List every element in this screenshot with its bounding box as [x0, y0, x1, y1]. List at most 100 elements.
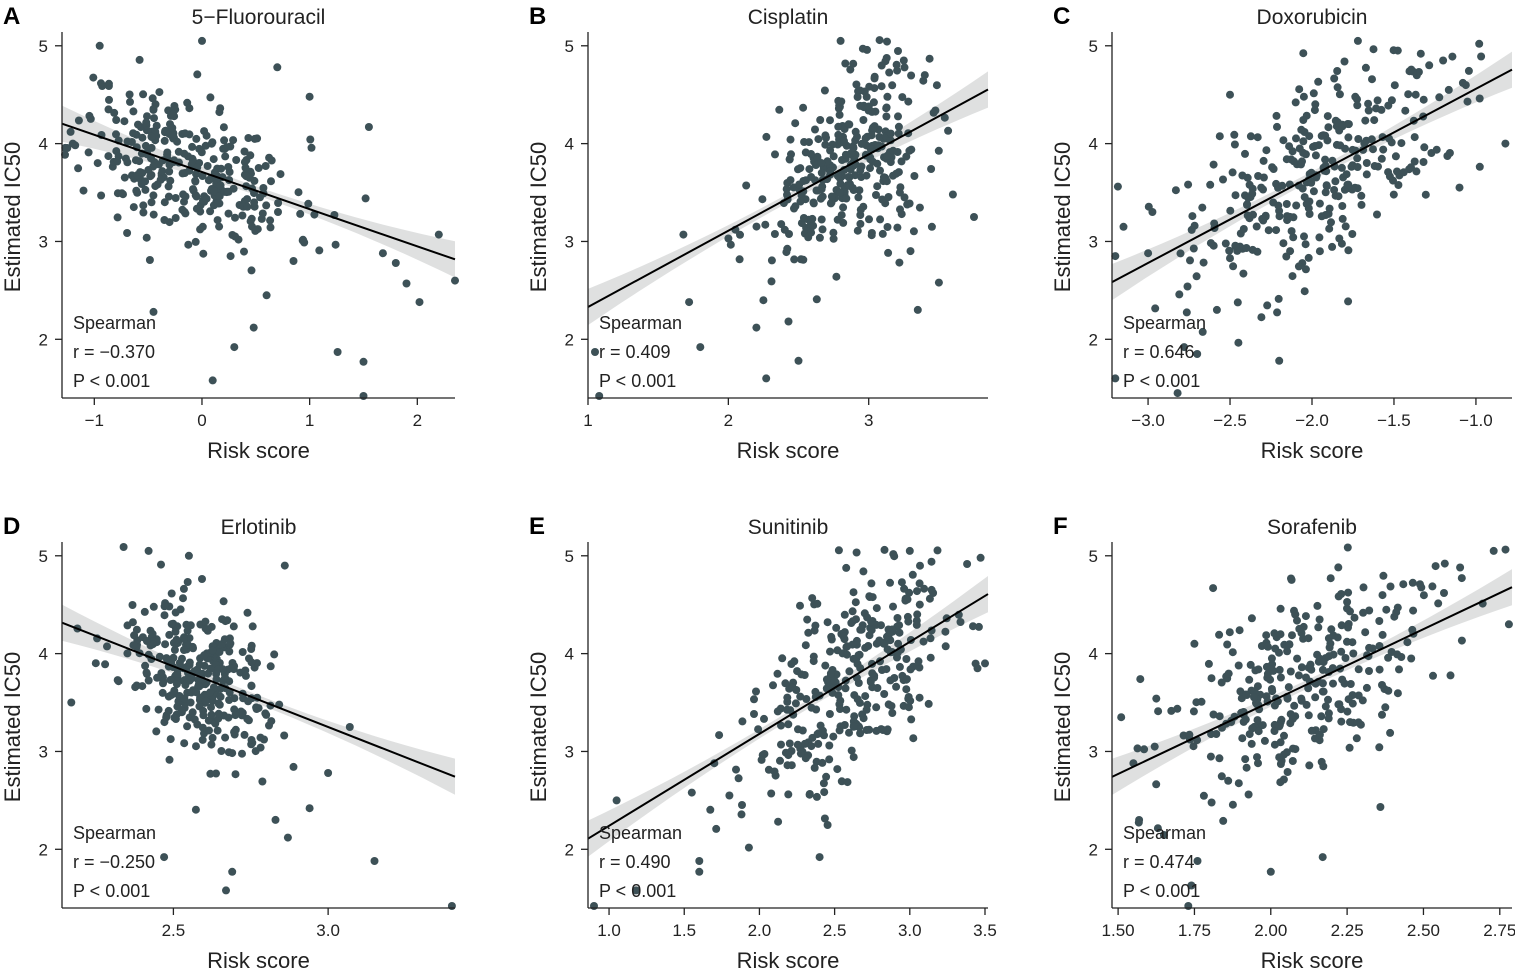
- data-point: [1378, 710, 1386, 719]
- data-point: [1419, 158, 1428, 166]
- data-point: [1282, 252, 1291, 261]
- data-point: [1309, 187, 1318, 196]
- data-point: [1231, 241, 1240, 250]
- data-point: [849, 59, 858, 68]
- data-point: [1440, 589, 1448, 597]
- data-point: [853, 132, 861, 141]
- data-point: [129, 107, 138, 116]
- data-point: [1501, 139, 1510, 148]
- data-point: [1435, 93, 1444, 102]
- x-tick-label: −2.0: [1295, 411, 1329, 430]
- data-point: [1411, 90, 1420, 99]
- data-point: [378, 249, 387, 258]
- data-point: [1325, 652, 1334, 661]
- x-tick-label: 2.75: [1483, 921, 1515, 940]
- data-point: [864, 642, 873, 650]
- data-point: [909, 734, 918, 743]
- data-point: [200, 651, 209, 660]
- data-point: [894, 112, 902, 121]
- data-point: [216, 104, 225, 113]
- data-point: [903, 200, 912, 209]
- data-point: [1283, 647, 1292, 656]
- data-point: [305, 804, 314, 813]
- data-point: [889, 550, 898, 559]
- data-point: [142, 637, 151, 645]
- data-point: [1379, 145, 1388, 154]
- data-point: [785, 155, 794, 164]
- data-point: [759, 296, 768, 305]
- data-point: [1340, 57, 1349, 66]
- data-point: [1315, 730, 1324, 739]
- data-point: [216, 181, 225, 190]
- data-point: [1264, 226, 1273, 235]
- data-point: [902, 655, 911, 663]
- data-point: [884, 248, 893, 257]
- data-point: [1258, 214, 1267, 223]
- data-point: [927, 585, 936, 594]
- data-point: [174, 147, 183, 156]
- data-point: [149, 602, 158, 611]
- panel-a: A 5−Fluorouracil −1 0 1 2 2 3 4 5 Risk score Estima…: [0, 3, 459, 463]
- data-point: [220, 635, 229, 644]
- stat-method: Spearman: [1123, 313, 1206, 333]
- data-point: [1150, 742, 1159, 751]
- data-point: [799, 214, 808, 222]
- data-point: [886, 628, 894, 637]
- data-point: [1171, 186, 1180, 195]
- data-point: [856, 166, 865, 175]
- data-point: [791, 119, 800, 128]
- data-point: [886, 578, 894, 587]
- data-point: [915, 693, 924, 702]
- data-point: [769, 681, 777, 690]
- data-point: [201, 624, 210, 633]
- data-point: [123, 621, 132, 630]
- data-point: [855, 650, 864, 659]
- data-point: [1330, 74, 1339, 83]
- data-point: [180, 694, 189, 703]
- data-point: [141, 661, 150, 670]
- data-point: [1276, 778, 1285, 787]
- data-point: [1199, 791, 1208, 800]
- data-point: [201, 617, 210, 626]
- data-point: [1230, 130, 1239, 139]
- data-point: [1297, 694, 1306, 703]
- data-point: [1258, 721, 1267, 730]
- data-point: [220, 136, 229, 145]
- data-point: [1409, 606, 1418, 615]
- data-point: [1343, 543, 1352, 552]
- data-point: [904, 617, 913, 626]
- data-point: [333, 348, 342, 356]
- data-point: [1344, 133, 1353, 142]
- data-point: [1407, 654, 1416, 663]
- data-point: [1354, 665, 1363, 674]
- data-point: [1448, 52, 1457, 61]
- data-point: [1395, 665, 1403, 674]
- x-tick-label: 0: [197, 411, 206, 430]
- data-point: [224, 713, 233, 722]
- data-point: [1175, 290, 1184, 299]
- data-point: [199, 711, 208, 720]
- data-point: [178, 205, 187, 214]
- data-point: [227, 664, 236, 673]
- data-point: [204, 176, 213, 185]
- data-point: [151, 182, 160, 191]
- data-point: [1362, 159, 1371, 167]
- panel-title: Cisplatin: [748, 6, 829, 29]
- data-point: [1397, 139, 1406, 148]
- data-point: [1243, 200, 1252, 209]
- data-point: [843, 642, 852, 651]
- data-point: [226, 639, 235, 648]
- data-point: [868, 593, 877, 602]
- data-point: [1375, 617, 1384, 625]
- data-point: [1297, 663, 1306, 672]
- data-point: [1335, 234, 1344, 243]
- data-point: [1318, 687, 1327, 696]
- data-point: [202, 131, 211, 140]
- data-point: [171, 194, 180, 202]
- data-point: [247, 645, 256, 653]
- data-point: [1455, 183, 1464, 192]
- data-point: [919, 637, 928, 646]
- data-point: [832, 272, 841, 281]
- data-point: [243, 202, 252, 211]
- data-point: [726, 240, 735, 249]
